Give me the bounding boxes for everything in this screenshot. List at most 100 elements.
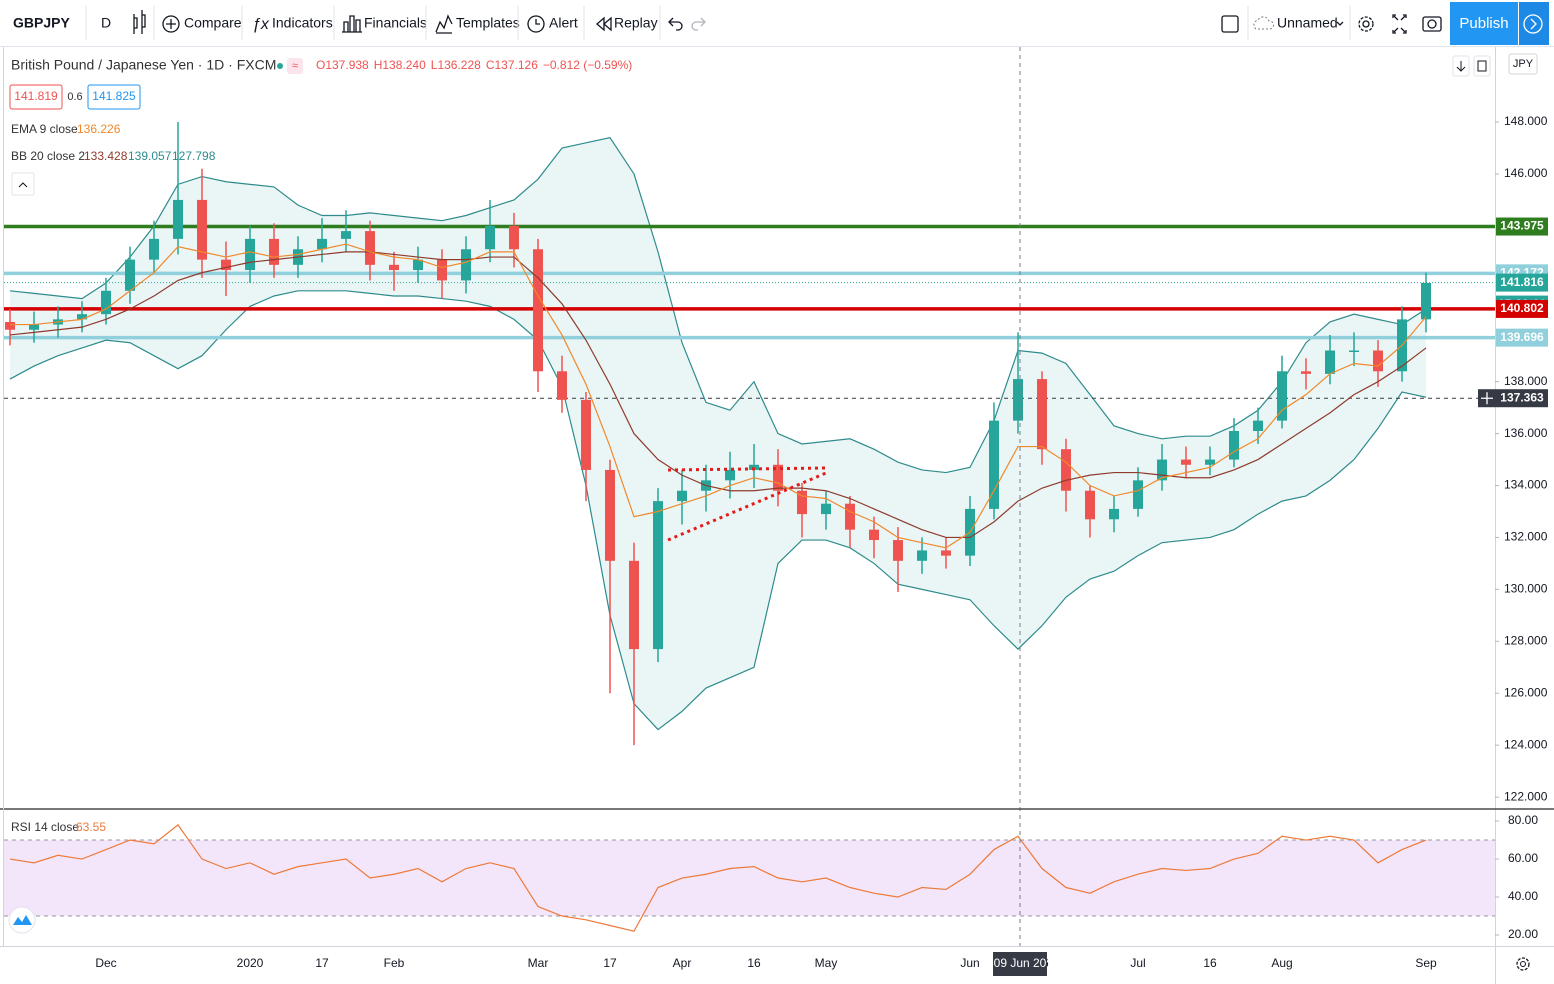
data-status xyxy=(287,58,303,74)
currency: JPY xyxy=(1513,58,1534,70)
publish-bg xyxy=(1450,2,1518,45)
y-tick-label: 124.000 xyxy=(1504,737,1548,751)
main-layer xyxy=(4,122,1495,932)
templates-icon xyxy=(435,14,453,34)
candle-body xyxy=(1301,371,1311,374)
candle-body xyxy=(821,503,831,515)
ohlc-value: L136.228 xyxy=(431,58,481,72)
candle-body xyxy=(269,238,279,265)
candle-body xyxy=(341,231,351,239)
replay-button[interactable]: Replay xyxy=(596,15,658,32)
candle-body xyxy=(725,469,735,481)
candle-body xyxy=(485,225,495,250)
candle-body xyxy=(941,550,951,556)
plus-icon xyxy=(162,15,180,33)
candle-body xyxy=(989,420,999,509)
drawing[interactable] xyxy=(667,466,827,542)
sell-price: 141.819 xyxy=(14,89,58,103)
maximize-button[interactable] xyxy=(1473,55,1491,77)
logo-icon xyxy=(13,915,32,925)
x-tick-label: Sep xyxy=(1415,956,1437,970)
rsi-line xyxy=(9,823,1427,932)
layout-button[interactable]: Unnamed xyxy=(1253,15,1344,31)
candle-body xyxy=(893,540,903,561)
snapshot-button[interactable] xyxy=(1422,16,1442,32)
x-tick-label: May xyxy=(815,956,838,970)
rsi-y-tick-label: 60.00 xyxy=(1508,851,1538,865)
rsi-y-tick-label: 20.00 xyxy=(1508,927,1538,941)
price-label-bg xyxy=(1496,328,1548,347)
bb-fill xyxy=(10,137,1426,730)
select-button[interactable] xyxy=(1221,15,1239,33)
x-tick-label: 17 xyxy=(603,956,617,970)
currency-box[interactable] xyxy=(1508,53,1538,75)
bb-legend-value: 127.798 xyxy=(172,149,216,163)
bars-icon xyxy=(342,15,362,33)
candle-body xyxy=(1421,283,1431,320)
publish-menu-button[interactable] xyxy=(1519,2,1549,45)
candle-body xyxy=(917,550,927,561)
candle-body xyxy=(1349,350,1359,353)
redo-button[interactable] xyxy=(691,17,706,31)
y-tick-label: 138.000 xyxy=(1504,374,1548,388)
candle-body xyxy=(1253,420,1263,432)
y-tick-label: 130.000 xyxy=(1504,582,1548,596)
plus-icon xyxy=(166,19,176,29)
candle-body xyxy=(149,238,159,260)
ohlc-value: O137.938 xyxy=(316,58,369,72)
spread: 0.6 xyxy=(67,91,82,103)
rsi-legend-value: 63.55 xyxy=(76,820,106,834)
financials-button[interactable]: Financials xyxy=(342,15,427,33)
logo[interactable] xyxy=(8,906,36,934)
candle-body xyxy=(1181,459,1191,465)
price-label: 140.802 xyxy=(1500,301,1544,315)
templates-button[interactable]: Templates xyxy=(435,14,520,34)
fx-icon: ƒx xyxy=(252,16,270,33)
rewind-icon xyxy=(596,16,612,32)
y-tick-label: 146.000 xyxy=(1504,166,1548,180)
candle-body xyxy=(749,464,759,470)
gear-icon xyxy=(1516,957,1530,971)
bb-legend-value: 139.057 xyxy=(128,149,172,163)
publish-button[interactable]: Publish xyxy=(1450,2,1518,45)
bb-upper xyxy=(9,136,1427,474)
collapse-button[interactable] xyxy=(11,172,35,196)
axis-settings-button[interactable] xyxy=(1516,957,1530,971)
compare-button[interactable]: Compare xyxy=(162,15,242,33)
candle-body xyxy=(1325,350,1335,374)
y-tick-label: 134.000 xyxy=(1504,478,1548,492)
data-status-icon: ≈ xyxy=(292,60,298,72)
indicators-button[interactable]: ƒx Indicators xyxy=(252,15,333,34)
candle-body xyxy=(1229,431,1239,460)
settings-button[interactable] xyxy=(1358,16,1374,32)
time-axis: Dec202017FebMar17Apr16MayJun16Jul16AugSe… xyxy=(95,956,1437,970)
x-tick-label: 16 xyxy=(1203,956,1217,970)
button-label: Financials xyxy=(364,15,427,31)
fullscreen-button[interactable] xyxy=(1392,14,1407,34)
bb-basis xyxy=(9,251,1427,539)
alert-button[interactable]: Alert xyxy=(527,15,578,33)
ohlc-value: −0.812 (−0.59%) xyxy=(543,58,632,72)
candle-body xyxy=(677,490,687,502)
sell-box[interactable] xyxy=(9,84,63,110)
candle-body xyxy=(389,264,399,271)
ema-line xyxy=(10,243,1427,549)
cloud-icon xyxy=(1253,16,1274,30)
y-tick-label: 132.000 xyxy=(1504,530,1548,544)
candle-body xyxy=(1013,379,1023,421)
buy-price: 141.825 xyxy=(92,89,136,103)
undo-button[interactable] xyxy=(668,17,683,31)
ema-legend: EMA 9 close xyxy=(11,122,78,136)
layout-name: Unnamed xyxy=(1277,15,1338,31)
y-tick-label: 148.000 xyxy=(1504,114,1548,128)
x-tick-label: Apr xyxy=(673,956,692,970)
chart-style-icon[interactable] xyxy=(133,10,146,34)
interval[interactable]: D xyxy=(101,15,111,31)
chart-title: British Pound / Japanese Yen · 1D · FXCM xyxy=(11,57,276,73)
buy-box[interactable] xyxy=(87,84,141,110)
candle-body xyxy=(581,399,591,470)
candle-body xyxy=(1085,490,1095,520)
symbol[interactable]: GBPJPY xyxy=(13,15,70,31)
candle-body xyxy=(773,464,783,491)
candle-body xyxy=(245,238,255,271)
